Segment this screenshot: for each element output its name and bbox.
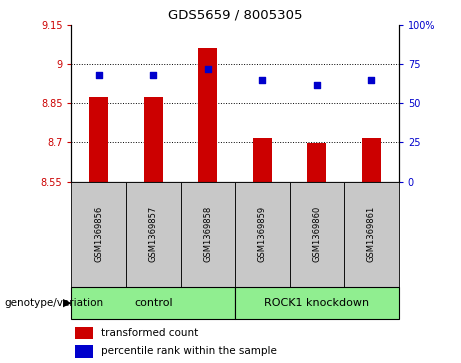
Bar: [181, 182, 235, 287]
Text: ▶: ▶: [63, 298, 71, 308]
Text: control: control: [134, 298, 172, 308]
Bar: [235, 182, 290, 287]
Text: ROCK1 knockdown: ROCK1 knockdown: [264, 298, 370, 308]
Point: [95, 73, 102, 78]
Bar: [144, 98, 163, 182]
Text: GSM1369859: GSM1369859: [258, 206, 267, 262]
Title: GDS5659 / 8005305: GDS5659 / 8005305: [168, 8, 302, 21]
Bar: [362, 138, 381, 182]
Bar: [253, 138, 272, 182]
Text: GSM1369860: GSM1369860: [313, 206, 321, 262]
Bar: [71, 287, 235, 319]
Text: percentile rank within the sample: percentile rank within the sample: [101, 346, 277, 356]
Point: [204, 66, 212, 72]
Text: GSM1369861: GSM1369861: [367, 206, 376, 262]
Bar: [198, 48, 218, 182]
Bar: [126, 182, 181, 287]
Point: [313, 82, 321, 87]
Bar: [344, 182, 399, 287]
Text: GSM1369858: GSM1369858: [203, 206, 213, 262]
Bar: [89, 98, 108, 182]
Bar: [75, 327, 93, 339]
Bar: [290, 182, 344, 287]
Text: genotype/variation: genotype/variation: [5, 298, 104, 308]
Point: [259, 77, 266, 83]
Point: [149, 73, 157, 78]
Bar: [71, 182, 126, 287]
Text: GSM1369857: GSM1369857: [149, 206, 158, 262]
Text: transformed count: transformed count: [101, 328, 198, 338]
Text: GSM1369856: GSM1369856: [94, 206, 103, 262]
Bar: [235, 287, 399, 319]
Bar: [75, 345, 93, 358]
Point: [368, 77, 375, 83]
Bar: [307, 143, 326, 182]
